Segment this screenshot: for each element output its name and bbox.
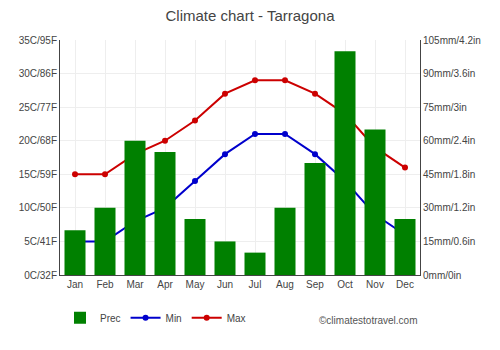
svg-text:105mm/4.2in: 105mm/4.2in (423, 35, 481, 46)
svg-text:25C/77F: 25C/77F (19, 102, 57, 113)
svg-text:35C/95F: 35C/95F (19, 35, 57, 46)
svg-text:Dec: Dec (396, 279, 414, 290)
svg-text:30mm/1.2in: 30mm/1.2in (423, 202, 475, 213)
svg-text:Nov: Nov (366, 279, 384, 290)
svg-text:20C/68F: 20C/68F (19, 135, 57, 146)
svg-text:90mm/3.6in: 90mm/3.6in (423, 68, 475, 79)
svg-text:5C/41F: 5C/41F (24, 236, 57, 247)
svg-text:Jul: Jul (249, 279, 262, 290)
svg-text:Min: Min (166, 313, 182, 324)
svg-text:Sep: Sep (306, 279, 324, 290)
svg-text:75mm/3in: 75mm/3in (423, 102, 467, 113)
svg-text:Max: Max (227, 313, 246, 324)
svg-text:0mm/0in: 0mm/0in (423, 270, 461, 281)
svg-text:Oct: Oct (337, 279, 353, 290)
svg-text:©climatestotravel.com: ©climatestotravel.com (319, 315, 418, 326)
svg-text:30C/86F: 30C/86F (19, 68, 57, 79)
svg-text:Jun: Jun (217, 279, 233, 290)
svg-text:May: May (186, 279, 205, 290)
svg-text:Feb: Feb (96, 279, 114, 290)
svg-text:Apr: Apr (157, 279, 173, 290)
svg-text:10C/50F: 10C/50F (19, 202, 57, 213)
svg-text:15mm/0.6in: 15mm/0.6in (423, 236, 475, 247)
svg-text:Mar: Mar (126, 279, 144, 290)
svg-text:45mm/1.8in: 45mm/1.8in (423, 169, 475, 180)
svg-text:Climate chart - Tarragona: Climate chart - Tarragona (166, 7, 336, 24)
svg-text:0C/32F: 0C/32F (24, 270, 57, 281)
svg-text:15C/59F: 15C/59F (19, 169, 57, 180)
svg-text:60mm/2.4in: 60mm/2.4in (423, 135, 475, 146)
svg-text:Aug: Aug (276, 279, 294, 290)
svg-text:Prec: Prec (100, 313, 121, 324)
svg-text:Jan: Jan (67, 279, 83, 290)
